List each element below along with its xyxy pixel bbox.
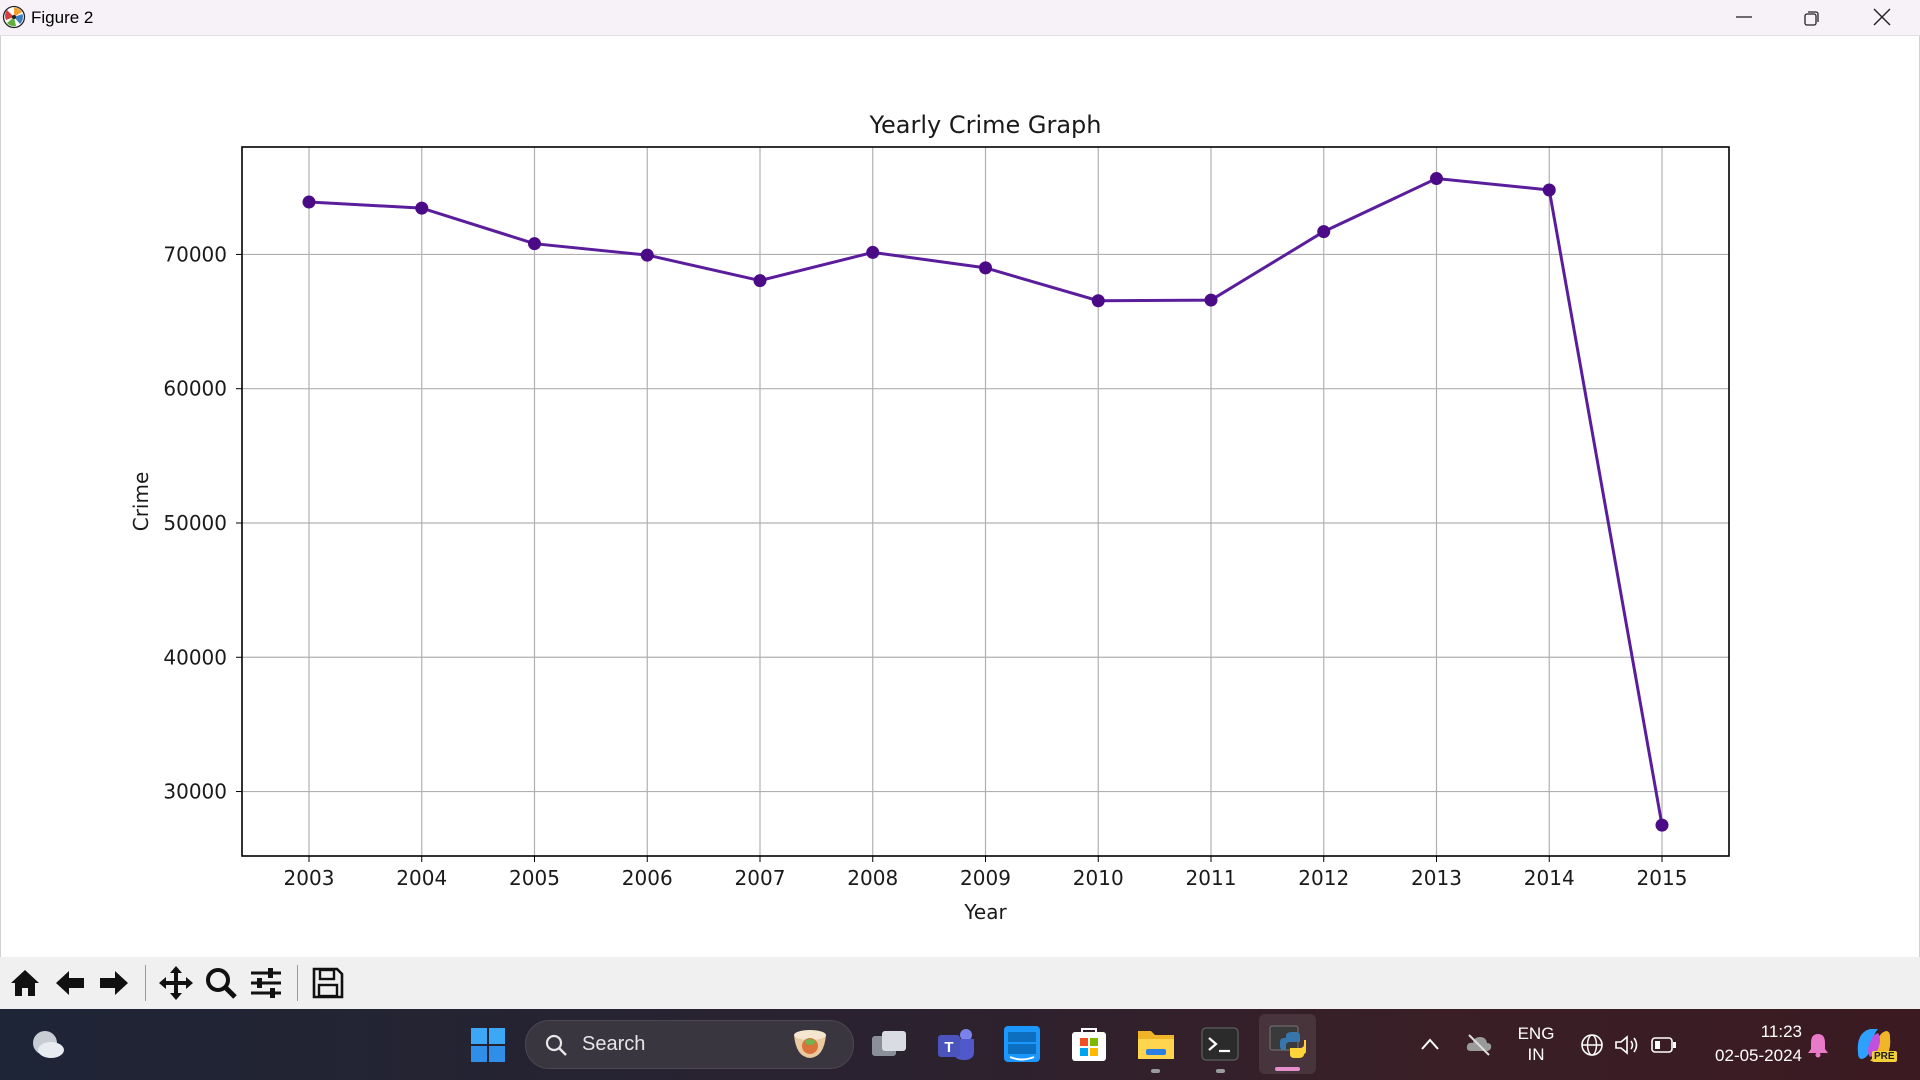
file-explorer-icon[interactable] bbox=[1136, 1025, 1176, 1063]
window-titlebar: Figure 2 bbox=[0, 0, 1920, 36]
clock[interactable]: 11:23 02-05-2024 bbox=[1694, 1020, 1802, 1068]
data-point-2013 bbox=[1430, 172, 1443, 186]
x-tick-label: 2008 bbox=[847, 866, 898, 890]
network-globe-icon[interactable] bbox=[1580, 1033, 1604, 1057]
weather-icon[interactable] bbox=[30, 1028, 66, 1062]
x-tick-label: 2007 bbox=[735, 866, 786, 890]
y-tick-label: 60000 bbox=[163, 377, 227, 401]
volume-icon[interactable] bbox=[1614, 1033, 1640, 1057]
search-icon bbox=[545, 1034, 567, 1056]
clock-date: 02-05-2024 bbox=[1715, 1046, 1802, 1065]
data-point-2008 bbox=[866, 245, 880, 259]
configure-subplots-icon bbox=[251, 968, 281, 998]
x-tick-label: 2006 bbox=[622, 866, 673, 890]
x-tick-label: 2013 bbox=[1411, 866, 1462, 890]
terminal-running-indicator bbox=[1216, 1069, 1225, 1073]
python-app-button[interactable] bbox=[1259, 1014, 1316, 1074]
data-point-2007 bbox=[753, 274, 767, 288]
x-tick-label: 2011 bbox=[1186, 866, 1237, 890]
x-tick-label: 2014 bbox=[1524, 866, 1575, 890]
zoom-icon bbox=[206, 968, 237, 999]
minimize-button[interactable] bbox=[1710, 0, 1778, 35]
y-tick-label: 50000 bbox=[163, 511, 227, 535]
pan-button[interactable] bbox=[155, 961, 197, 1005]
clock-time: 11:23 bbox=[1760, 1022, 1802, 1041]
data-point-2015 bbox=[1655, 818, 1669, 832]
pan-icon bbox=[159, 966, 193, 1000]
svg-text:T: T bbox=[944, 1039, 953, 1056]
chevron-up-icon[interactable] bbox=[1420, 1036, 1440, 1052]
x-tick-label: 2005 bbox=[509, 866, 560, 890]
x-tick-label: 2003 bbox=[284, 866, 335, 890]
explorer-running-indicator bbox=[1151, 1069, 1160, 1073]
navigation-toolbar bbox=[0, 957, 1920, 1009]
teams-icon[interactable]: T bbox=[936, 1026, 976, 1064]
data-point-2014 bbox=[1542, 183, 1556, 197]
restore-button[interactable] bbox=[1778, 0, 1846, 35]
figure-canvas[interactable]: 2003 2004 2005 2006 2007 2008 2009 2010 2011 2012… bbox=[0, 36, 1920, 957]
y-tick-label: 30000 bbox=[163, 780, 227, 804]
x-tick-label: 2015 bbox=[1637, 866, 1688, 890]
close-button[interactable] bbox=[1848, 0, 1916, 35]
x-tick-label: 2010 bbox=[1073, 866, 1124, 890]
back-arrow-icon bbox=[56, 971, 84, 995]
home-button[interactable] bbox=[4, 961, 46, 1005]
copilot-preview-badge: PRE bbox=[1872, 1051, 1897, 1062]
data-point-2011 bbox=[1204, 293, 1218, 307]
data-point-2012 bbox=[1317, 225, 1331, 239]
terminal-icon[interactable] bbox=[1201, 1026, 1239, 1062]
x-tick-label: 2009 bbox=[960, 866, 1011, 890]
x-tick-label: 2012 bbox=[1298, 866, 1349, 890]
region-code: IN bbox=[1527, 1045, 1545, 1064]
notification-bell-icon[interactable] bbox=[1806, 1032, 1830, 1058]
python-icon bbox=[1269, 1025, 1306, 1058]
windows-start-icon[interactable] bbox=[470, 1027, 506, 1063]
battery-icon[interactable] bbox=[1651, 1036, 1677, 1054]
search-highlight-icon bbox=[794, 1030, 826, 1058]
plot-frame bbox=[241, 146, 1730, 857]
prime-video-icon[interactable] bbox=[1003, 1025, 1041, 1063]
toolbar-separator bbox=[145, 965, 146, 1001]
x-tick-label: 2004 bbox=[396, 866, 447, 890]
search-placeholder: Search bbox=[582, 1033, 646, 1055]
y-axis-label: Crime bbox=[129, 472, 153, 532]
python-active-indicator bbox=[1275, 1067, 1300, 1071]
copilot-button[interactable]: PRE bbox=[1852, 1023, 1897, 1067]
toolbar-separator bbox=[297, 965, 298, 1001]
task-view-icon[interactable] bbox=[870, 1028, 910, 1062]
data-point-2003 bbox=[302, 195, 316, 209]
taskbar: Search T bbox=[0, 1009, 1920, 1080]
x-axis-label: Year bbox=[963, 900, 1007, 924]
back-button[interactable] bbox=[49, 961, 91, 1005]
save-button[interactable] bbox=[307, 961, 349, 1005]
y-tick-label: 70000 bbox=[163, 242, 227, 266]
matplotlib-logo-icon bbox=[2, 5, 26, 29]
chart-title: Yearly Crime Graph bbox=[869, 111, 1102, 139]
data-point-2004 bbox=[415, 201, 429, 215]
y-tick-label: 40000 bbox=[163, 645, 227, 669]
data-point-2009 bbox=[979, 261, 992, 275]
forward-arrow-icon bbox=[100, 971, 128, 995]
microsoft-store-icon[interactable] bbox=[1070, 1025, 1108, 1063]
language-indicator[interactable]: ENG IN bbox=[1510, 1023, 1562, 1065]
language-code: ENG bbox=[1517, 1024, 1555, 1043]
minimize-icon bbox=[1736, 16, 1752, 18]
data-point-2005 bbox=[528, 237, 541, 251]
save-icon bbox=[312, 967, 344, 999]
close-icon bbox=[1873, 8, 1891, 26]
data-point-2006 bbox=[640, 248, 654, 262]
window-title: Figure 2 bbox=[31, 8, 94, 27]
zoom-button[interactable] bbox=[200, 961, 242, 1005]
restore-icon bbox=[1804, 11, 1819, 26]
configure-subplots-button[interactable] bbox=[245, 961, 287, 1005]
taskbar-search-box[interactable]: Search bbox=[525, 1020, 854, 1069]
forward-button[interactable] bbox=[93, 961, 135, 1005]
line-chart: 2003 2004 2005 2006 2007 2008 2009 2010 2011 2012… bbox=[129, 111, 1730, 924]
onedrive-offline-icon[interactable] bbox=[1465, 1031, 1493, 1057]
home-icon bbox=[11, 970, 39, 996]
data-point-2010 bbox=[1091, 294, 1105, 308]
